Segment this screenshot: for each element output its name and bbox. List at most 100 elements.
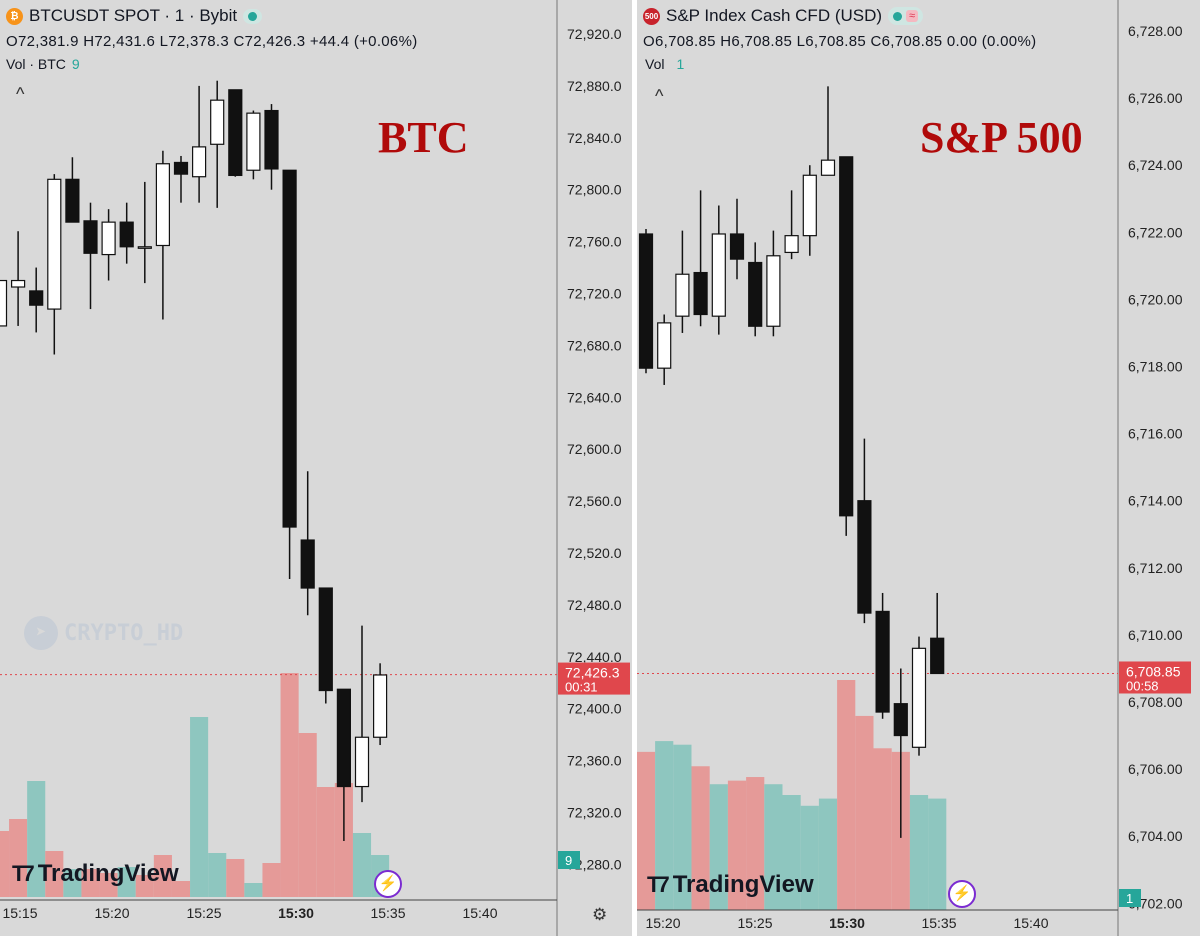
lightning-icon[interactable]: ⚡ (948, 880, 976, 908)
y-tick-label: 72,520.0 (567, 545, 622, 561)
spx-chart-svg[interactable]: 6,728.00 6,726.00 6,724.00 6,722.00 6,720.00… (637, 0, 1200, 936)
y-tick-label: 72,360.0 (567, 753, 622, 769)
y-tick-label: 72,320.0 (567, 805, 622, 821)
candle-body (83, 220, 98, 254)
volume-value-tag (1119, 889, 1141, 907)
volume-bar (818, 798, 838, 910)
spx-big-label: S&P 500 (920, 113, 1083, 162)
volume-bar (190, 717, 209, 897)
tradingview-logo: T7 TradingView (647, 871, 814, 899)
candle-body (354, 736, 370, 788)
volume-bar (117, 867, 136, 897)
last-price-value: 72,426.3 (565, 665, 620, 681)
market-status-indicator[interactable] (243, 8, 263, 24)
y-tick-label: 72,600.0 (567, 441, 622, 457)
candle-body (802, 174, 817, 237)
candle-body (657, 322, 672, 369)
last-price-tag (558, 662, 630, 695)
y-tick-label: 72,560.0 (567, 493, 622, 509)
volume-bar (0, 831, 10, 897)
x-tick-label: 15:35 (921, 915, 956, 931)
candle-body (930, 637, 945, 675)
candle-body (839, 156, 854, 517)
y-tick-label: 6,712.00 (1128, 560, 1183, 576)
candle-body (784, 235, 799, 254)
y-tick-label: 6,714.00 (1128, 493, 1183, 509)
y-tick-label: 72,800.0 (567, 182, 622, 198)
volume-bar (782, 795, 801, 910)
spx-volume-legend[interactable]: Vol 1 (645, 56, 684, 72)
candle-body (638, 233, 654, 369)
tradingview-logo-text: TradingView (37, 860, 179, 887)
y-tick-label: 72,440.0 (567, 649, 622, 665)
x-tick-label: 15:35 (370, 905, 405, 921)
volume-bar (928, 798, 947, 910)
candle-body (264, 109, 279, 170)
btc-title-row[interactable]: ₿ BTCUSDT SPOT · 1 · Bybit (6, 6, 263, 26)
y-tick-label: 6,702.00 (1128, 895, 1183, 911)
x-tick-label: 15:25 (186, 905, 221, 921)
volume-bar (226, 859, 245, 897)
candle-body (857, 500, 872, 614)
volume-bar (9, 819, 28, 897)
btc-volume-label: Vol · BTC (6, 56, 66, 72)
volume-bar (727, 780, 747, 910)
market-status-indicator[interactable]: ≈ (888, 7, 924, 25)
btc-symbol-title[interactable]: BTCUSDT SPOT · 1 · Bybit (29, 6, 238, 25)
candle-body (300, 539, 315, 589)
x-tick-label: 15:30 (278, 905, 314, 921)
btc-ohlc-readout: O72,381.9 H72,431.6 L72,378.3 C72,426.3 … (6, 33, 418, 50)
status-dot-icon (893, 11, 903, 21)
candle-body (29, 290, 44, 306)
spx-symbol-title[interactable]: S&P Index Cash CFD (USD) (666, 6, 883, 25)
tradingview-logo: T7 TradingView (12, 860, 179, 888)
countdown-timer: 00:58 (1126, 678, 1159, 693)
volume-bar (135, 875, 154, 897)
crypto-hd-watermark: ➤ CRYPTO_HD (24, 616, 183, 650)
y-tick-label: 72,880.0 (567, 78, 622, 94)
y-tick-label: 6,706.00 (1128, 761, 1183, 777)
volume-bar (746, 777, 765, 910)
y-tick-label: 6,718.00 (1128, 359, 1183, 375)
telegram-icon: ➤ (24, 616, 58, 650)
y-tick-label: 72,280.0 (567, 856, 622, 872)
candle-body (729, 233, 745, 260)
candle-body (228, 89, 243, 177)
spx-volume-label: Vol (645, 56, 665, 72)
btc-volume-legend[interactable]: Vol · BTC 9 (6, 56, 80, 72)
y-tick-label: 72,920.0 (567, 26, 622, 42)
candle-body (0, 279, 8, 327)
candle-body (318, 587, 333, 692)
candle-body (173, 161, 189, 175)
candle-body (11, 279, 26, 288)
y-tick-label: 6,704.00 (1128, 828, 1183, 844)
x-tick-label: 15:20 (645, 915, 680, 931)
x-tick-label: 15:30 (829, 915, 865, 931)
candle-body (101, 221, 116, 256)
volume-bar (764, 784, 783, 910)
candle-body (192, 146, 207, 178)
lightning-icon[interactable]: ⚡ (374, 870, 402, 898)
volume-bar (81, 869, 100, 897)
y-tick-label: 6,716.00 (1128, 426, 1183, 442)
y-tick-label: 6,728.00 (1128, 23, 1183, 39)
candle-body (47, 178, 62, 310)
collapse-legend-chevron-icon[interactable]: ^ (16, 84, 25, 104)
x-tick-label: 15:40 (1013, 915, 1048, 931)
volume-bar (99, 873, 118, 897)
spx-title-row[interactable]: 500 S&P Index Cash CFD (USD) ≈ (643, 6, 924, 26)
x-tick-label: 15:40 (462, 905, 497, 921)
volume-bar (637, 751, 656, 910)
bitcoin-icon: ₿ (6, 7, 23, 25)
volume-bar (855, 715, 874, 910)
tradingview-mark-icon: T7 (12, 861, 35, 886)
spx-volume-value: 1 (676, 56, 685, 72)
y-tick-label: 6,726.00 (1128, 90, 1183, 106)
candle-body (282, 169, 297, 528)
collapse-legend-chevron-icon[interactable]: ^ (655, 86, 664, 106)
settings-gear-icon[interactable]: ⚙ (592, 905, 608, 924)
btc-chart-svg[interactable]: 72,920.0 72,880.0 72,840.0 72,800.0 72,760.0… (0, 0, 632, 936)
btc-big-label: BTC (378, 113, 469, 162)
candle-body (65, 178, 80, 223)
volume-bar (352, 833, 372, 897)
